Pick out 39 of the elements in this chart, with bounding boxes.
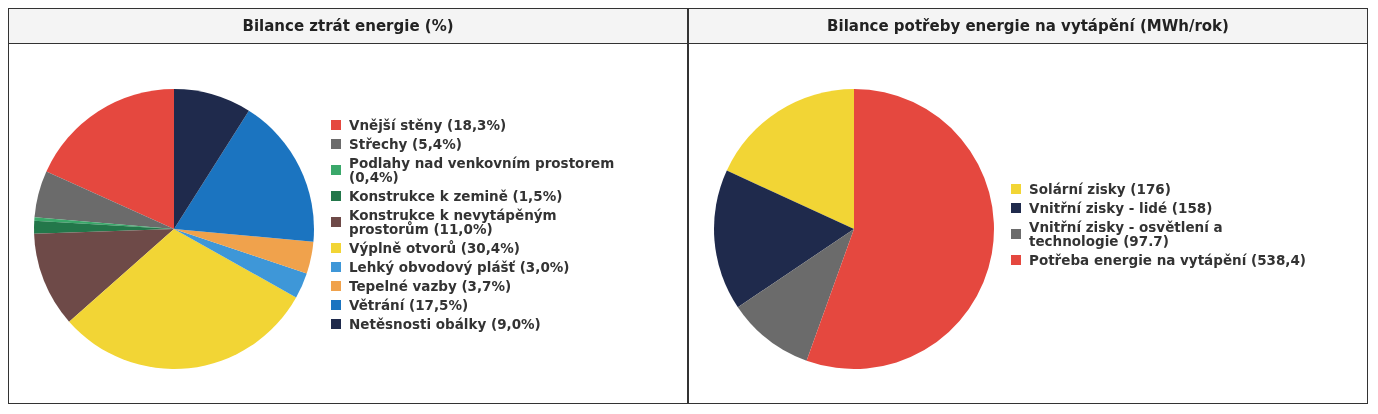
pie-slice bbox=[46, 89, 174, 229]
legend-label: Lehký obvodový plášť bbox=[349, 258, 515, 275]
chart-title: Bilance ztrát energie (%) bbox=[9, 9, 687, 44]
data-label: (538,4) bbox=[1250, 251, 1307, 268]
pie-slice bbox=[714, 170, 854, 308]
data-label: (1,5%) bbox=[512, 187, 563, 204]
data-label: (18,3%) bbox=[446, 116, 507, 133]
data-label: (3,7%) bbox=[461, 277, 512, 294]
data-label: (3,0%) bbox=[519, 258, 570, 275]
pie-slice bbox=[69, 229, 297, 369]
pie-slice bbox=[726, 89, 854, 229]
legend-label: Solární zisky bbox=[1029, 180, 1126, 197]
legend-label: Výplně otvorů bbox=[349, 239, 457, 256]
legend-label: Potřeba energie na vytápění bbox=[1029, 251, 1247, 268]
pie-slice bbox=[174, 229, 314, 274]
data-label: (17,5%) bbox=[409, 296, 469, 313]
pie-slice bbox=[174, 110, 314, 242]
data-label: (30,4%) bbox=[460, 239, 520, 256]
pie-slice bbox=[737, 229, 854, 361]
legend-label: Větrání bbox=[349, 296, 405, 313]
data-label: (97.7) bbox=[1123, 232, 1169, 249]
legend-label: Tepelné vazby bbox=[349, 277, 457, 294]
legend-label: Střechy bbox=[349, 135, 408, 152]
pie-slice bbox=[174, 89, 249, 229]
data-label: (158) bbox=[1171, 199, 1213, 216]
data-label: (176) bbox=[1130, 180, 1171, 197]
legend-label: Netěsnosti obálky bbox=[349, 315, 487, 332]
pie-slice bbox=[34, 229, 174, 322]
pie-slice bbox=[806, 89, 994, 369]
legend-label: Vnější stěny bbox=[349, 116, 443, 133]
legend-label: Vnitřní zisky - lidé bbox=[1029, 199, 1168, 216]
pie-slice bbox=[174, 229, 307, 298]
legend-label: Konstrukce k zemině bbox=[349, 187, 508, 204]
chart-title: Bilance potřeby energie na vytápění (MWh/rok) bbox=[689, 9, 1367, 44]
data-label: (0,4%) bbox=[349, 168, 399, 185]
legend-label: Podlahy nad venkovním prostorem bbox=[349, 154, 615, 171]
data-label: (9,0%) bbox=[490, 315, 541, 332]
data-label: (5,4%) bbox=[412, 135, 462, 152]
pie-slice bbox=[34, 171, 174, 229]
